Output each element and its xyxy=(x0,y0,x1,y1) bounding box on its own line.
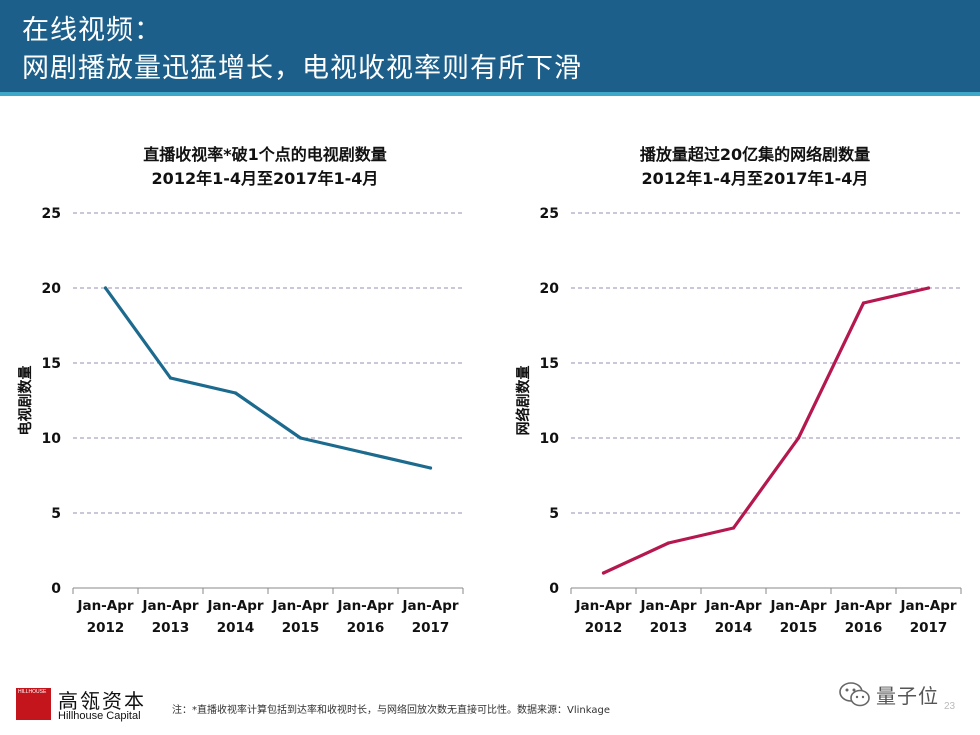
left-chart-xtick-label: 2012 xyxy=(87,620,125,636)
brand-name-cn: 高瓴资本 xyxy=(58,689,146,713)
right-chart-data-point xyxy=(861,301,866,305)
right-chart-title: 播放量超过20亿集的网络剧数量 xyxy=(639,145,871,164)
left-chart-ytick-label: 5 xyxy=(51,506,61,522)
left-chart-xtick-label: Jan-Apr xyxy=(401,598,458,614)
left-chart-title-block: 直播收视率*破1个点的电视剧数量 2012年1-4月至2017年1-4月 xyxy=(60,143,470,191)
right-chart-xtick-label: 2016 xyxy=(845,620,883,636)
left-chart-xtick-label: 2014 xyxy=(217,620,255,636)
brand-name-en: Hillhouse Capital xyxy=(58,710,141,722)
left-chart-xtick-label: Jan-Apr xyxy=(336,598,393,614)
right-chart-data-point xyxy=(601,571,606,575)
page-title-line2: 网剧播放量迅猛增长，电视收视率则有所下滑 xyxy=(22,53,582,84)
left-chart-data-point xyxy=(168,376,173,380)
hillhouse-logo: HILLHOUSE xyxy=(16,688,51,720)
left-chart-ytick-label: 20 xyxy=(42,281,62,297)
footnote: 注：*直播收视率计算包括到达率和收视时长，与网络回放次数无直接可比性。数据来源：… xyxy=(172,705,610,716)
right-chart-ytick-label: 15 xyxy=(540,356,559,372)
left-chart-ytick-label: 25 xyxy=(42,206,61,222)
left-chart-data-point xyxy=(298,436,303,440)
left-chart-ytick-label: 0 xyxy=(51,581,61,597)
right-chart-xtick-label: Jan-Apr xyxy=(769,598,826,614)
left-chart-series-line xyxy=(103,286,433,470)
left-chart-data-point xyxy=(233,391,238,395)
watermark-text: 量子位 xyxy=(876,684,939,708)
right-chart-xtick-label: Jan-Apr xyxy=(639,598,696,614)
left-chart-xtick-label: Jan-Apr xyxy=(76,598,133,614)
right-chart-title-block: 播放量超过20亿集的网络剧数量 2012年1-4月至2017年1-4月 xyxy=(550,143,960,191)
right-chart-ytick-label: 0 xyxy=(549,581,559,597)
right-chart-xtick-label: 2013 xyxy=(650,620,688,636)
right-chart-ytick-label: 10 xyxy=(540,431,560,447)
wechat-icon xyxy=(839,682,870,707)
right-chart-data-point xyxy=(731,526,736,530)
right-chart-xtick-label: 2017 xyxy=(910,620,948,636)
right-chart-xtick-label: 2015 xyxy=(780,620,818,636)
left-line-chart: 0 5 10 15 20 25 Jan-Apr 2012 Jan-Apr 2013 Jan-Apr 2… xyxy=(17,206,464,636)
left-chart-xtick-label: 2017 xyxy=(412,620,450,636)
right-chart-data-point xyxy=(796,436,801,440)
right-line-chart: 0 5 10 15 20 25 Jan-Apr 2012 Jan-Apr 2013 Jan-Apr 2… xyxy=(515,206,962,636)
right-chart-xtick-label: Jan-Apr xyxy=(899,598,956,614)
left-chart-data-point xyxy=(103,286,108,290)
right-chart-subtitle: 2012年1-4月至2017年1-4月 xyxy=(641,169,869,188)
page-number: 23 xyxy=(944,701,956,712)
left-chart-xtick-label: Jan-Apr xyxy=(141,598,198,614)
right-chart-series-line xyxy=(601,286,931,575)
left-chart-title: 直播收视率*破1个点的电视剧数量 xyxy=(143,145,387,164)
left-chart-ytick-label: 10 xyxy=(42,431,62,447)
left-chart-subtitle: 2012年1-4月至2017年1-4月 xyxy=(151,169,379,188)
right-chart-ytick-label: 25 xyxy=(540,206,559,222)
right-chart-ytick-label: 5 xyxy=(549,506,559,522)
right-chart-xtick-label: 2014 xyxy=(715,620,753,636)
right-chart-data-point xyxy=(666,541,671,545)
left-chart-ytick-label: 15 xyxy=(42,356,61,372)
left-chart-data-point xyxy=(428,466,433,470)
right-chart-data-point xyxy=(926,286,931,290)
logo-box-text: HILLHOUSE xyxy=(18,689,47,695)
left-chart-xtick-label: 2013 xyxy=(152,620,190,636)
left-chart-y-axis-title: 电视剧数量 xyxy=(17,366,34,436)
left-chart-xtick-label: 2015 xyxy=(282,620,320,636)
header-bar xyxy=(0,0,980,92)
left-chart-xtick-label: Jan-Apr xyxy=(271,598,328,614)
left-chart-xtick-label: 2016 xyxy=(347,620,385,636)
header-stripe xyxy=(0,92,980,96)
left-chart-xtick-label: Jan-Apr xyxy=(206,598,263,614)
right-chart-ytick-label: 20 xyxy=(540,281,560,297)
page-title-line1: 在线视频： xyxy=(22,15,162,46)
right-chart-xtick-label: Jan-Apr xyxy=(574,598,631,614)
right-chart-y-axis-title: 网络剧数量 xyxy=(515,366,532,436)
right-chart-xtick-label: Jan-Apr xyxy=(834,598,891,614)
left-chart-data-point xyxy=(363,451,368,455)
right-chart-xtick-label: Jan-Apr xyxy=(704,598,761,614)
right-chart-xtick-label: 2012 xyxy=(585,620,623,636)
